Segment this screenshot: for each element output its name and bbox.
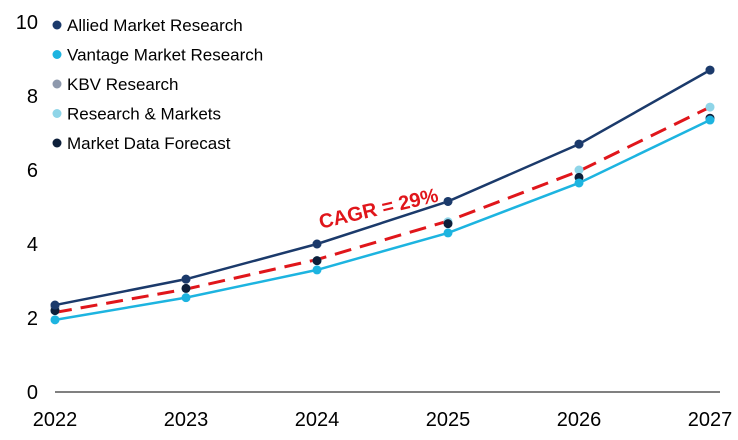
legend-label: Market Data Forecast — [67, 134, 231, 153]
x-tick-label: 2027 — [688, 409, 733, 431]
y-tick-label: 0 — [27, 382, 38, 404]
legend-label: KBV Research — [67, 75, 179, 94]
series-line — [54, 69, 711, 307]
series-line — [54, 118, 711, 322]
x-tick-label: 2023 — [164, 409, 209, 431]
legend-label: Allied Market Research — [67, 16, 243, 35]
y-tick-label: 2 — [27, 308, 38, 330]
data-point — [312, 256, 322, 266]
data-point — [574, 165, 584, 175]
data-point — [50, 300, 60, 310]
data-point — [181, 283, 191, 293]
cagr-trend-line — [54, 105, 711, 314]
legend-marker — [52, 138, 62, 148]
y-tick-label: 8 — [27, 86, 38, 108]
legend-marker — [52, 109, 62, 118]
data-point — [181, 274, 191, 284]
data-point — [574, 178, 584, 188]
data-point — [312, 265, 322, 275]
legend-label: Research & Markets — [67, 105, 221, 124]
legend-marker — [52, 50, 62, 59]
cagr-label: CAGR = 29% — [317, 185, 441, 234]
data-point — [705, 115, 715, 125]
data-point — [705, 102, 715, 112]
data-point — [312, 239, 322, 249]
legend-label: Vantage Market Research — [67, 46, 263, 65]
data-point — [443, 228, 453, 238]
x-tick-label: 2025 — [426, 409, 471, 431]
y-tick-label: 10 — [16, 12, 38, 34]
data-point — [574, 139, 584, 149]
data-point — [705, 65, 715, 75]
legend-marker — [52, 79, 62, 89]
data-point — [181, 293, 191, 303]
data-point — [443, 196, 453, 206]
y-tick-label: 6 — [27, 160, 38, 182]
legend-marker — [52, 20, 62, 30]
x-tick-label: 2024 — [295, 409, 340, 431]
x-tick-label: 2026 — [557, 409, 602, 431]
x-tick-label: 2022 — [33, 409, 78, 431]
y-tick-label: 4 — [27, 234, 38, 256]
data-point — [50, 315, 60, 325]
data-point — [443, 219, 453, 229]
